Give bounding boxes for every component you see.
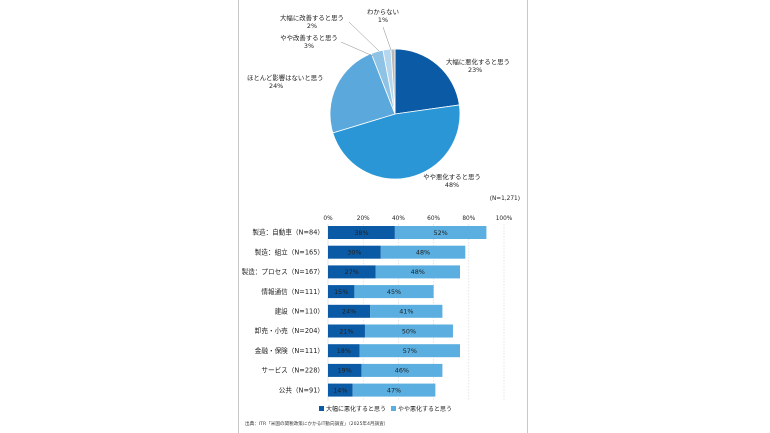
bar-label-s1-5: 50% <box>402 327 416 335</box>
bar-label-s0-6: 18% <box>337 347 351 355</box>
category-label-5: 卸売・小売（N=204） <box>255 326 324 335</box>
legend-swatch-1 <box>391 406 396 411</box>
bar-s1-7 <box>361 363 443 377</box>
bar-s1-3 <box>354 285 434 299</box>
leader-line-improve-slightly <box>340 41 374 57</box>
bar-label-s0-5: 21% <box>339 327 353 335</box>
bar-label-s0-0: 38% <box>354 229 368 237</box>
bar-label-s0-3: 15% <box>334 288 348 296</box>
bar-s0-7 <box>328 363 362 377</box>
bar-label-s1-1: 48% <box>416 249 430 257</box>
category-label-2: 製造：プロセス（N=167） <box>242 267 324 276</box>
legend-swatch-0 <box>319 406 324 411</box>
bar-s0-4 <box>328 304 371 318</box>
bar-label-s1-0: 52% <box>434 229 448 237</box>
bar-s1-6 <box>359 344 460 358</box>
x-tick-label-3: 60% <box>427 216 440 222</box>
source-note: 出典：ITR「米国の関税政策にかかるIT動向調査」（2025年4月調査） <box>245 422 389 427</box>
category-label-1: 製造：組立（N=165） <box>255 247 324 256</box>
x-tick-label-0: 0% <box>323 216 333 222</box>
x-tick-label-2: 40% <box>392 216 405 222</box>
bar-label-s1-6: 57% <box>403 347 417 355</box>
pie-label-2: ほとんど影響はないと思う <box>247 73 324 82</box>
bar-s1-8 <box>352 383 436 397</box>
pie-pct-1: 48% <box>445 181 459 189</box>
x-tick-label-4: 80% <box>462 216 475 222</box>
pie-label-4: 大幅に改善すると思う <box>280 13 344 22</box>
bar-s1-0 <box>394 226 487 239</box>
pie-pct-3: 3% <box>304 42 314 50</box>
pie-slice-0 <box>394 48 460 115</box>
legend-label-0: 大幅に悪化すると思う <box>326 405 386 413</box>
bar-s0-6 <box>328 344 360 358</box>
pie-pct-0: 23% <box>468 66 482 74</box>
leader-line-improve-greatly <box>348 21 380 52</box>
pie-pct-2: 24% <box>269 82 283 90</box>
bar-s1-4 <box>370 304 443 318</box>
pie-pct-4: 2% <box>307 22 317 30</box>
bar-s0-0 <box>328 226 395 239</box>
bar-s0-2 <box>328 265 376 279</box>
bar-label-s0-1: 30% <box>347 249 361 257</box>
bar-s1-2 <box>375 265 460 279</box>
bar-label-s0-8: 14% <box>333 386 347 394</box>
bar-label-s1-3: 45% <box>387 288 401 296</box>
bar-s0-3 <box>328 285 355 299</box>
category-label-4: 建設（N=110） <box>275 307 324 316</box>
x-tick-label-5: 100% <box>496 216 513 222</box>
bar-label-s0-2: 27% <box>345 268 359 276</box>
bar-s0-5 <box>328 324 365 338</box>
category-label-6: 金融・保険（N=111） <box>255 346 324 355</box>
pie-pct-5: 1% <box>378 16 388 24</box>
pie-label-1: やや悪化すると思う <box>423 172 481 181</box>
legend-label-1: やや悪化すると思う <box>398 405 452 413</box>
category-label-8: 公共（N=91） <box>279 385 324 394</box>
category-label-0: 製造：自動車（N=84） <box>252 228 324 237</box>
bar-label-s1-8: 47% <box>387 386 401 394</box>
bar-label-s1-7: 46% <box>395 367 409 375</box>
pie-n-note: (N=1,271) <box>490 196 520 202</box>
bar-label-s0-7: 19% <box>338 367 352 375</box>
leader-line-unknown <box>382 26 392 51</box>
category-label-7: サービス（N=228） <box>261 366 324 375</box>
bar-s1-1 <box>380 245 466 259</box>
bar-label-s0-4: 24% <box>342 308 356 316</box>
pie-label-0: 大幅に悪化すると思う <box>446 57 510 66</box>
pie-label-5: わからない <box>367 8 399 16</box>
bar-label-s1-2: 48% <box>411 268 425 276</box>
chart-card: 大幅に悪化すると思う 23% やや悪化すると思う 48% ほとんど影響はないと思う 24%… <box>238 0 528 433</box>
bar-s0-8 <box>328 383 353 397</box>
pie-label-3: やや改善すると思う <box>280 33 338 42</box>
category-label-3: 情報通信（N=111） <box>261 287 324 296</box>
x-tick-label-1: 20% <box>357 216 370 222</box>
bar-s0-1 <box>328 245 381 259</box>
bar-label-s1-4: 41% <box>399 308 413 316</box>
bar-s1-5 <box>364 324 453 338</box>
chart-svg: 大幅に悪化すると思う23%やや悪化すると思う48%ほとんど影響はないと思う24%… <box>242 8 520 413</box>
